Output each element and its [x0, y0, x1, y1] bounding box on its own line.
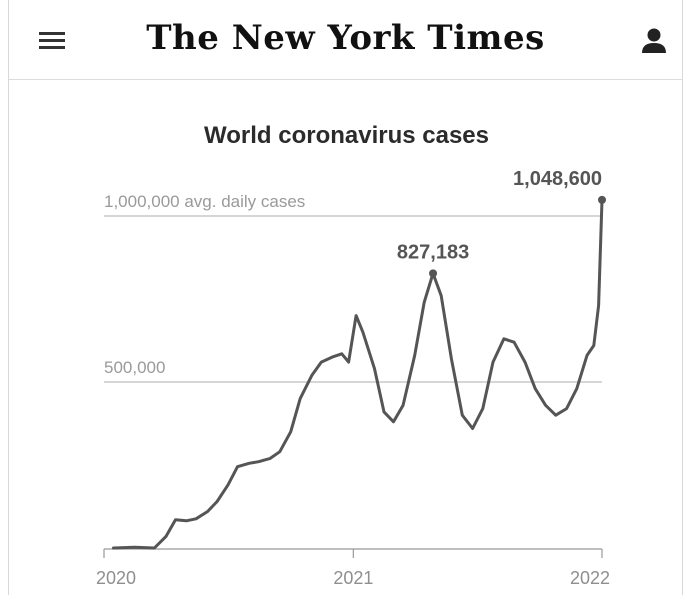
user-account-icon[interactable]: [639, 26, 669, 56]
hamburger-menu-icon[interactable]: [39, 30, 65, 52]
gridline-label-0: 500,000: [104, 358, 165, 377]
x-tick-label-2020: 2020: [96, 568, 136, 588]
annotation-point-0: [429, 269, 438, 278]
site-header: The New York Times: [9, 0, 682, 80]
chart-title: World coronavirus cases: [204, 122, 489, 149]
annotation-label-0: 827,183: [397, 241, 469, 263]
series-line-0: [112, 198, 604, 550]
line-chart: 500,000 1,000,000 avg. daily cases 2020 202…: [96, 168, 610, 588]
gridline-label-1: 1,000,000 avg. daily cases: [104, 192, 305, 211]
x-tick-label-2021: 2021: [333, 568, 373, 588]
site-logo[interactable]: The New York Times: [146, 18, 545, 58]
page-frame: The New York Times World coronavirus cas…: [8, 0, 683, 595]
annotation-label-1: 1,048,600: [513, 168, 602, 190]
annotation-point-1: [598, 195, 606, 204]
x-tick-label-2022: 2022: [570, 568, 610, 588]
